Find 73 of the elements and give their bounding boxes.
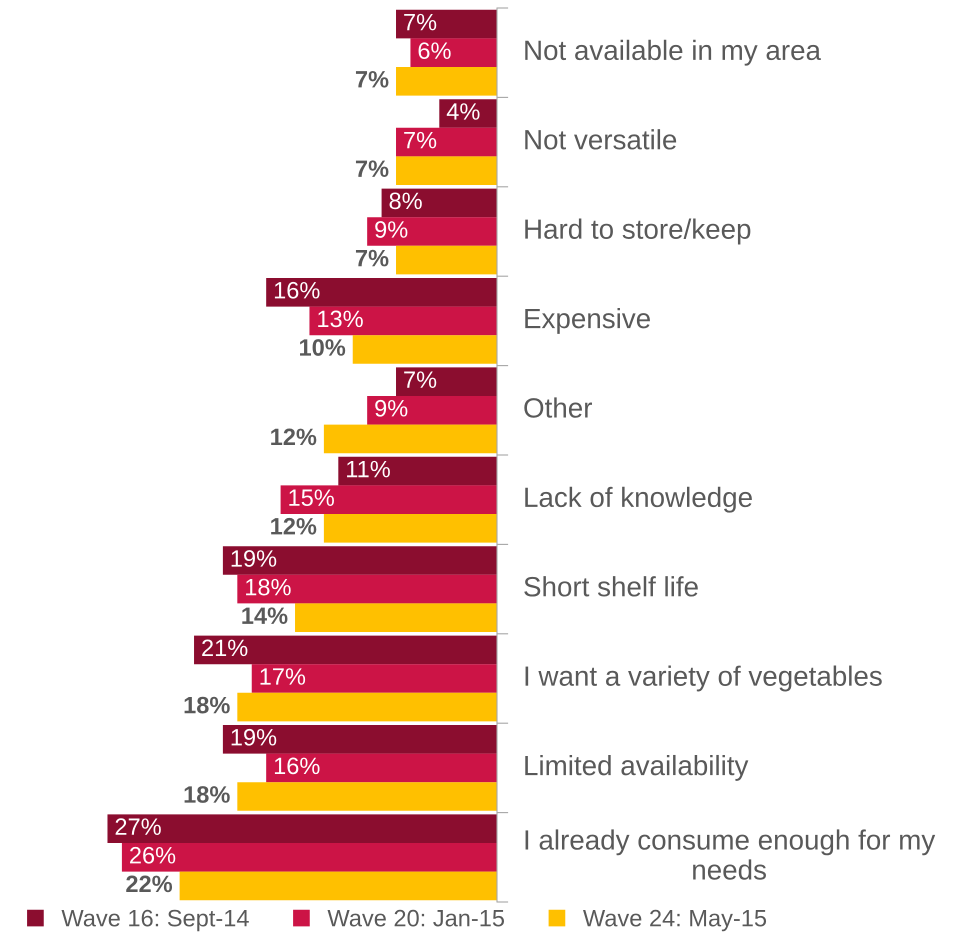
bar <box>396 10 497 38</box>
bar <box>266 278 497 307</box>
data-label: 15% <box>289 489 334 506</box>
bar <box>237 574 497 604</box>
y-tick-label: Hard to store/keep <box>525 218 750 244</box>
bar <box>107 814 497 843</box>
data-label: 7% <box>356 250 388 266</box>
data-label: 4% <box>446 103 480 120</box>
legend-label: Wave 20: Jan-15 <box>328 910 504 927</box>
data-label: 11% <box>347 460 390 478</box>
data-label: 19% <box>232 728 276 746</box>
data-label: 14% <box>242 607 288 624</box>
data-label: 16% <box>274 282 320 299</box>
data-label: 7% <box>404 14 436 30</box>
data-label: 7% <box>356 160 388 177</box>
data-label: 18% <box>246 578 291 596</box>
y-tick-label: Not versatile <box>525 129 676 150</box>
data-label: 21% <box>202 640 248 656</box>
bar <box>194 636 497 664</box>
data-label: 7% <box>404 132 436 148</box>
bar <box>396 246 497 274</box>
bar <box>266 754 497 782</box>
bar <box>295 603 497 632</box>
data-label: 26% <box>130 846 176 864</box>
bar <box>122 842 497 872</box>
bar <box>439 99 497 128</box>
data-label: 9% <box>375 221 408 238</box>
bar <box>222 724 497 754</box>
bar <box>324 424 497 454</box>
data-label: 12% <box>271 428 316 446</box>
y-tick-label: Expensive <box>525 308 650 334</box>
bar <box>180 872 497 900</box>
bar <box>352 335 497 364</box>
data-label: 13% <box>318 310 363 328</box>
data-label: 7% <box>404 371 436 388</box>
bar <box>280 485 497 514</box>
data-label: 9% <box>375 400 408 417</box>
bar <box>410 38 497 68</box>
bar <box>367 396 497 425</box>
y-tick-label: Other <box>524 397 592 418</box>
bar <box>396 156 497 186</box>
y-tick-label: Short shelf life <box>524 576 698 597</box>
data-label: 16% <box>274 758 320 774</box>
y-tick-label: Limited availability <box>525 754 748 781</box>
bar <box>237 782 497 811</box>
bar <box>252 664 497 693</box>
y-tick-label: Lack of knowledge <box>525 486 752 513</box>
bar <box>396 367 497 396</box>
data-label: 17% <box>260 668 306 685</box>
y-tick-label: Not available in my area <box>525 40 821 66</box>
bar <box>396 67 497 96</box>
data-label: 12% <box>271 518 316 535</box>
bar <box>237 692 497 722</box>
bar <box>396 128 497 156</box>
legend-label: Wave 16: Sept-14 <box>61 910 249 932</box>
bar <box>382 188 497 218</box>
data-label: 27% <box>116 818 161 835</box>
legend-label: Wave 24: May-15 <box>583 910 766 932</box>
bar <box>367 217 497 246</box>
data-label: 22% <box>126 876 172 892</box>
data-label: 8% <box>390 192 422 210</box>
bar <box>309 306 497 336</box>
data-label: 19% <box>232 550 276 567</box>
bar <box>338 456 497 486</box>
data-label: 7% <box>356 70 388 88</box>
bar <box>324 514 497 543</box>
bar <box>222 546 497 575</box>
y-tick-label: I want a variety of vegetables <box>526 666 882 692</box>
data-label: 18% <box>184 696 230 714</box>
y-tick-label: I already consume enough for my needs <box>526 829 936 880</box>
data-label: 6% <box>418 42 451 60</box>
data-label: 10% <box>300 339 346 356</box>
data-label: 18% <box>184 786 230 803</box>
